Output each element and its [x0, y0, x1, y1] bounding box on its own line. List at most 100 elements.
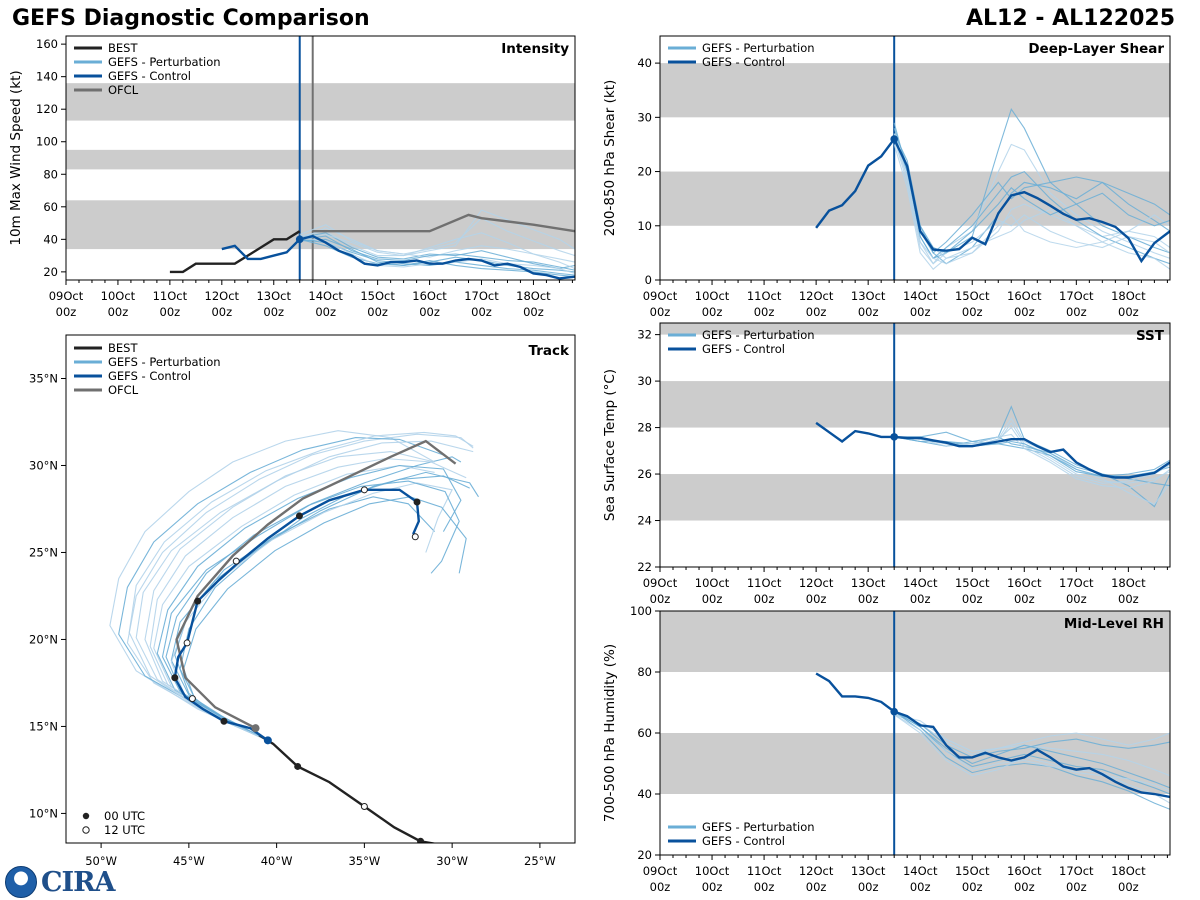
sst-xtick-label: 12Oct — [799, 576, 834, 590]
shear-xtick-sublabel: 00z — [650, 305, 671, 319]
shear-perturbation-line — [893, 138, 1170, 265]
intensity-xtick-sublabel: 00z — [108, 305, 129, 319]
sst-ytick-label: 24 — [637, 514, 652, 528]
track-legend-label: OFCL — [108, 383, 139, 397]
sst-gefs-control-line — [815, 421, 1170, 479]
intensity-legend-label: GEFS - Perturbation — [108, 55, 221, 69]
intensity-perturbation-line — [299, 238, 575, 273]
rh-xtick-label: 12Oct — [799, 864, 834, 878]
sst-xtick-label: 18Oct — [1111, 576, 1146, 590]
sst-legend-label: GEFS - Control — [702, 342, 785, 356]
shear-xtick-sublabel: 00z — [702, 305, 723, 319]
track-ofcl-line — [175, 439, 457, 730]
track-xtick-label: 50°W — [85, 854, 117, 868]
sst-xtick-sublabel: 00z — [806, 592, 827, 606]
track-legend-00utc-marker — [82, 812, 90, 820]
shear-legend-label: GEFS - Control — [702, 55, 785, 69]
shear-xtick-sublabel: 00z — [858, 305, 879, 319]
intensity-perturbation-line — [299, 235, 575, 271]
intensity-plot-area — [66, 36, 575, 280]
sst-ylabel: Sea Surface Temp (°C) — [602, 369, 618, 521]
intensity-xtick-sublabel: 00z — [211, 305, 232, 319]
track-ytick-label: 30°N — [29, 458, 58, 472]
intensity-xtick-sublabel: 00z — [419, 305, 440, 319]
rh-panel-title: Mid-Level RH — [1064, 616, 1164, 632]
rh-xtick-label: 15Oct — [955, 864, 990, 878]
sst-xtick-label: 10Oct — [695, 576, 730, 590]
shear-xtick-label: 17Oct — [1059, 289, 1094, 303]
shear-xtick-sublabel: 00z — [806, 305, 827, 319]
shear-frame — [659, 35, 1171, 281]
rh-perturbation-line — [893, 711, 1170, 789]
track-00utc-marker — [220, 717, 228, 725]
sst-xtick-label: 15Oct — [955, 576, 990, 590]
shear-xtick-label: 16Oct — [1007, 289, 1042, 303]
track-00utc-marker — [413, 498, 421, 506]
track-ytick-label: 10°N — [29, 806, 58, 820]
shear-xtick-sublabel: 00z — [910, 305, 931, 319]
intensity-ytick-label: 60 — [43, 200, 58, 214]
intensity-ytick-label: 160 — [36, 37, 58, 51]
rh-xtick-label: 14Oct — [903, 864, 938, 878]
track-00utc-marker — [417, 837, 425, 843]
rh-shaded-band — [660, 611, 1170, 672]
intensity-ofcl-line — [312, 213, 575, 233]
shear-gefs-control-line — [815, 136, 1170, 264]
rh-xtick-sublabel: 00z — [1066, 880, 1087, 894]
sst-ytick-label: 22 — [637, 560, 652, 574]
sst-ytick-label: 26 — [637, 467, 652, 481]
shear-ylabel: 200-850 hPa Shear (kt) — [602, 80, 618, 237]
track-12utc-marker — [183, 639, 191, 647]
sst-xtick-label: 11Oct — [747, 576, 782, 590]
rh-xtick-label: 11Oct — [747, 864, 782, 878]
intensity-xtick-label: 18Oct — [516, 289, 551, 303]
shear-perturbation-line — [893, 138, 1170, 265]
shear-ytick-label: 40 — [637, 56, 652, 70]
track-legend-00utc-label: 00 UTC — [104, 809, 145, 823]
sst-xtick-sublabel: 00z — [1014, 592, 1035, 606]
logo-block: CIRA — [5, 866, 116, 898]
track-xtick-label: 35°W — [348, 854, 380, 868]
sst-xtick-label: 13Oct — [851, 576, 886, 590]
rh-ytick-label: 80 — [637, 665, 652, 679]
sst-xtick-sublabel: 00z — [754, 592, 775, 606]
rh-xtick-sublabel: 00z — [858, 880, 879, 894]
sst-xtick-sublabel: 00z — [858, 592, 879, 606]
intensity-xtick-sublabel: 00z — [471, 305, 492, 319]
intensity-xtick-sublabel: 00z — [315, 305, 336, 319]
rh-ytick-label: 60 — [637, 726, 652, 740]
intensity-xtick-label: 11Oct — [153, 289, 188, 303]
sst-xtick-sublabel: 00z — [962, 592, 983, 606]
rh-legend-label: GEFS - Perturbation — [702, 820, 815, 834]
track-legend-label: GEFS - Perturbation — [108, 355, 221, 369]
rh-perturbation-line — [893, 711, 1170, 810]
sst-xtick-sublabel: 00z — [702, 592, 723, 606]
intensity-legend-label: GEFS - Control — [108, 69, 191, 83]
rh-xtick-label: 18Oct — [1111, 864, 1146, 878]
rh-control-init-point — [890, 707, 898, 716]
rh-xtick-label: 13Oct — [851, 864, 886, 878]
rh-ytick-label: 40 — [637, 787, 652, 801]
intensity-xtick-label: 10Oct — [101, 289, 136, 303]
shear-perturbation-line — [893, 128, 1170, 265]
track-panel-title: Track — [529, 343, 570, 359]
track-xtick-label: 40°W — [261, 854, 293, 868]
intensity-ytick-label: 120 — [36, 102, 58, 116]
shear-legend-label: GEFS - Perturbation — [702, 41, 815, 55]
track-frame — [65, 334, 576, 844]
sst-ytick-label: 28 — [637, 421, 652, 435]
track-perturbation-line — [170, 482, 453, 741]
shear-perturbation-line — [893, 133, 1170, 265]
track-legend-label: BEST — [108, 341, 138, 355]
rh-perturbation-line — [893, 714, 1170, 804]
intensity-xtick-label: 17Oct — [464, 289, 499, 303]
intensity-xtick-label: 13Oct — [256, 289, 291, 303]
shear-ytick-label: 20 — [637, 165, 652, 179]
intensity-ylabel: 10m Max Wind Speed (kt) — [8, 70, 24, 245]
shear-xtick-sublabel: 00z — [1014, 305, 1035, 319]
track-perturbation-line — [149, 457, 467, 741]
shear-xtick-label: 11Oct — [747, 289, 782, 303]
intensity-ytick-label: 20 — [43, 265, 58, 279]
rh-legend-label: GEFS - Control — [702, 834, 785, 848]
track-plot-area — [109, 430, 479, 843]
